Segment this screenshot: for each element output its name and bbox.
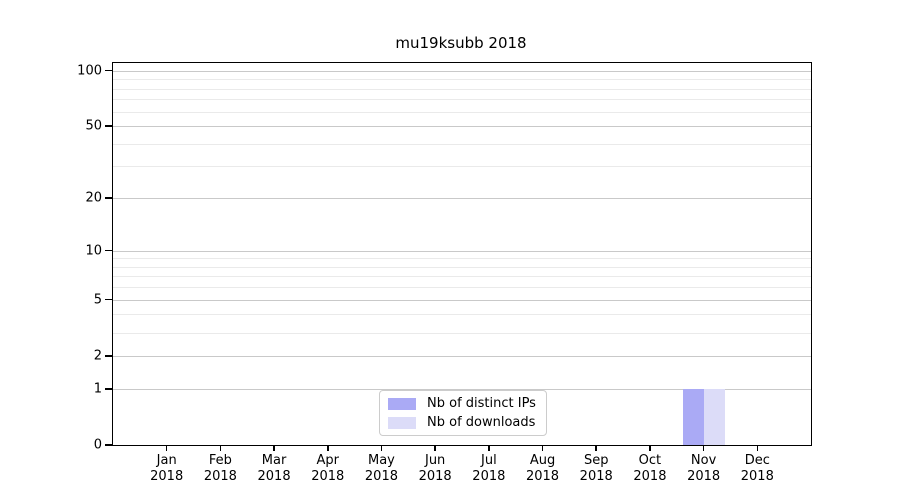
legend: Nb of distinct IPs Nb of downloads <box>379 390 547 436</box>
y-tick-label: 100 <box>77 63 102 79</box>
x-tick <box>488 445 490 451</box>
legend-swatch-downloads <box>388 416 416 429</box>
gridline-minor <box>113 332 811 334</box>
bar-nb-of-distinct-ips <box>682 388 704 445</box>
gridline-major <box>113 355 811 357</box>
x-tick <box>434 445 436 451</box>
gridline-minor <box>113 143 811 145</box>
y-tick-label: 20 <box>85 190 102 206</box>
x-tick <box>702 445 705 451</box>
x-tick-label: Mar 2018 <box>257 453 291 484</box>
gridline-minor <box>113 166 811 168</box>
gridline-minor <box>113 287 811 289</box>
x-tick-label: Jul 2018 <box>472 453 506 484</box>
legend-swatch-distinct-ips <box>388 397 416 410</box>
gridline-minor <box>113 99 811 101</box>
x-tick <box>219 445 222 451</box>
y-tick-label: 2 <box>93 348 102 364</box>
legend-label-downloads: Nb of downloads <box>427 415 536 430</box>
gridline-minor <box>113 314 811 316</box>
x-tick <box>165 445 168 451</box>
x-tick-label: Dec 2018 <box>740 453 774 484</box>
x-tick <box>380 445 383 451</box>
y-tick <box>105 69 113 72</box>
y-tick <box>105 197 113 199</box>
gridline-major <box>113 388 811 390</box>
x-tick <box>595 445 597 451</box>
gridline-minor <box>113 276 811 278</box>
gridline-minor <box>113 88 811 90</box>
x-tick <box>756 445 759 451</box>
gridline-major <box>113 70 811 72</box>
x-tick-label: Aug 2018 <box>525 453 560 484</box>
x-tick-label: Jun 2018 <box>418 453 452 484</box>
y-tick-label: 5 <box>93 292 102 308</box>
x-tick-label: Apr 2018 <box>311 453 345 484</box>
x-tick <box>541 445 544 451</box>
gridline-major <box>113 198 811 200</box>
y-tick <box>105 125 113 127</box>
legend-item-downloads: Nb of downloads <box>388 415 538 430</box>
x-tick-label: Feb 2018 <box>203 453 237 484</box>
y-tick-label: 0 <box>93 437 102 453</box>
x-tick <box>273 445 275 451</box>
chart-title: mu19ksubb 2018 <box>395 34 527 52</box>
legend-label-distinct-ips: Nb of distinct IPs <box>427 396 536 411</box>
bar-nb-of-downloads <box>703 388 725 445</box>
x-tick-label: Jan 2018 <box>150 453 184 484</box>
gridline-minor <box>113 111 811 113</box>
x-tick-label: May 2018 <box>364 453 398 484</box>
y-tick <box>105 355 113 357</box>
y-tick-label: 1 <box>93 381 102 397</box>
x-tick-label: Sep 2018 <box>579 453 613 484</box>
gridline-minor <box>113 79 811 81</box>
x-tick <box>649 445 651 451</box>
plot-area: Nb of distinct IPs Nb of downloads 0 1 2 5 1… <box>77 62 812 484</box>
y-tick-label: 10 <box>85 243 102 258</box>
legend-item-distinct-ips: Nb of distinct IPs <box>388 396 538 411</box>
x-tick <box>327 445 329 451</box>
gridline-major <box>113 299 811 301</box>
x-tick-label: Oct 2018 <box>633 453 667 484</box>
y-tick <box>105 249 113 252</box>
y-tick <box>105 388 113 390</box>
x-tick-label: Nov 2018 <box>687 453 721 484</box>
y-tick <box>105 298 113 301</box>
gridline-minor <box>113 266 811 268</box>
gridline-minor <box>113 258 811 260</box>
y-tick <box>105 444 113 446</box>
y-tick-label: 50 <box>85 118 102 134</box>
gridline-major <box>113 250 811 252</box>
gridline-major <box>113 126 811 128</box>
